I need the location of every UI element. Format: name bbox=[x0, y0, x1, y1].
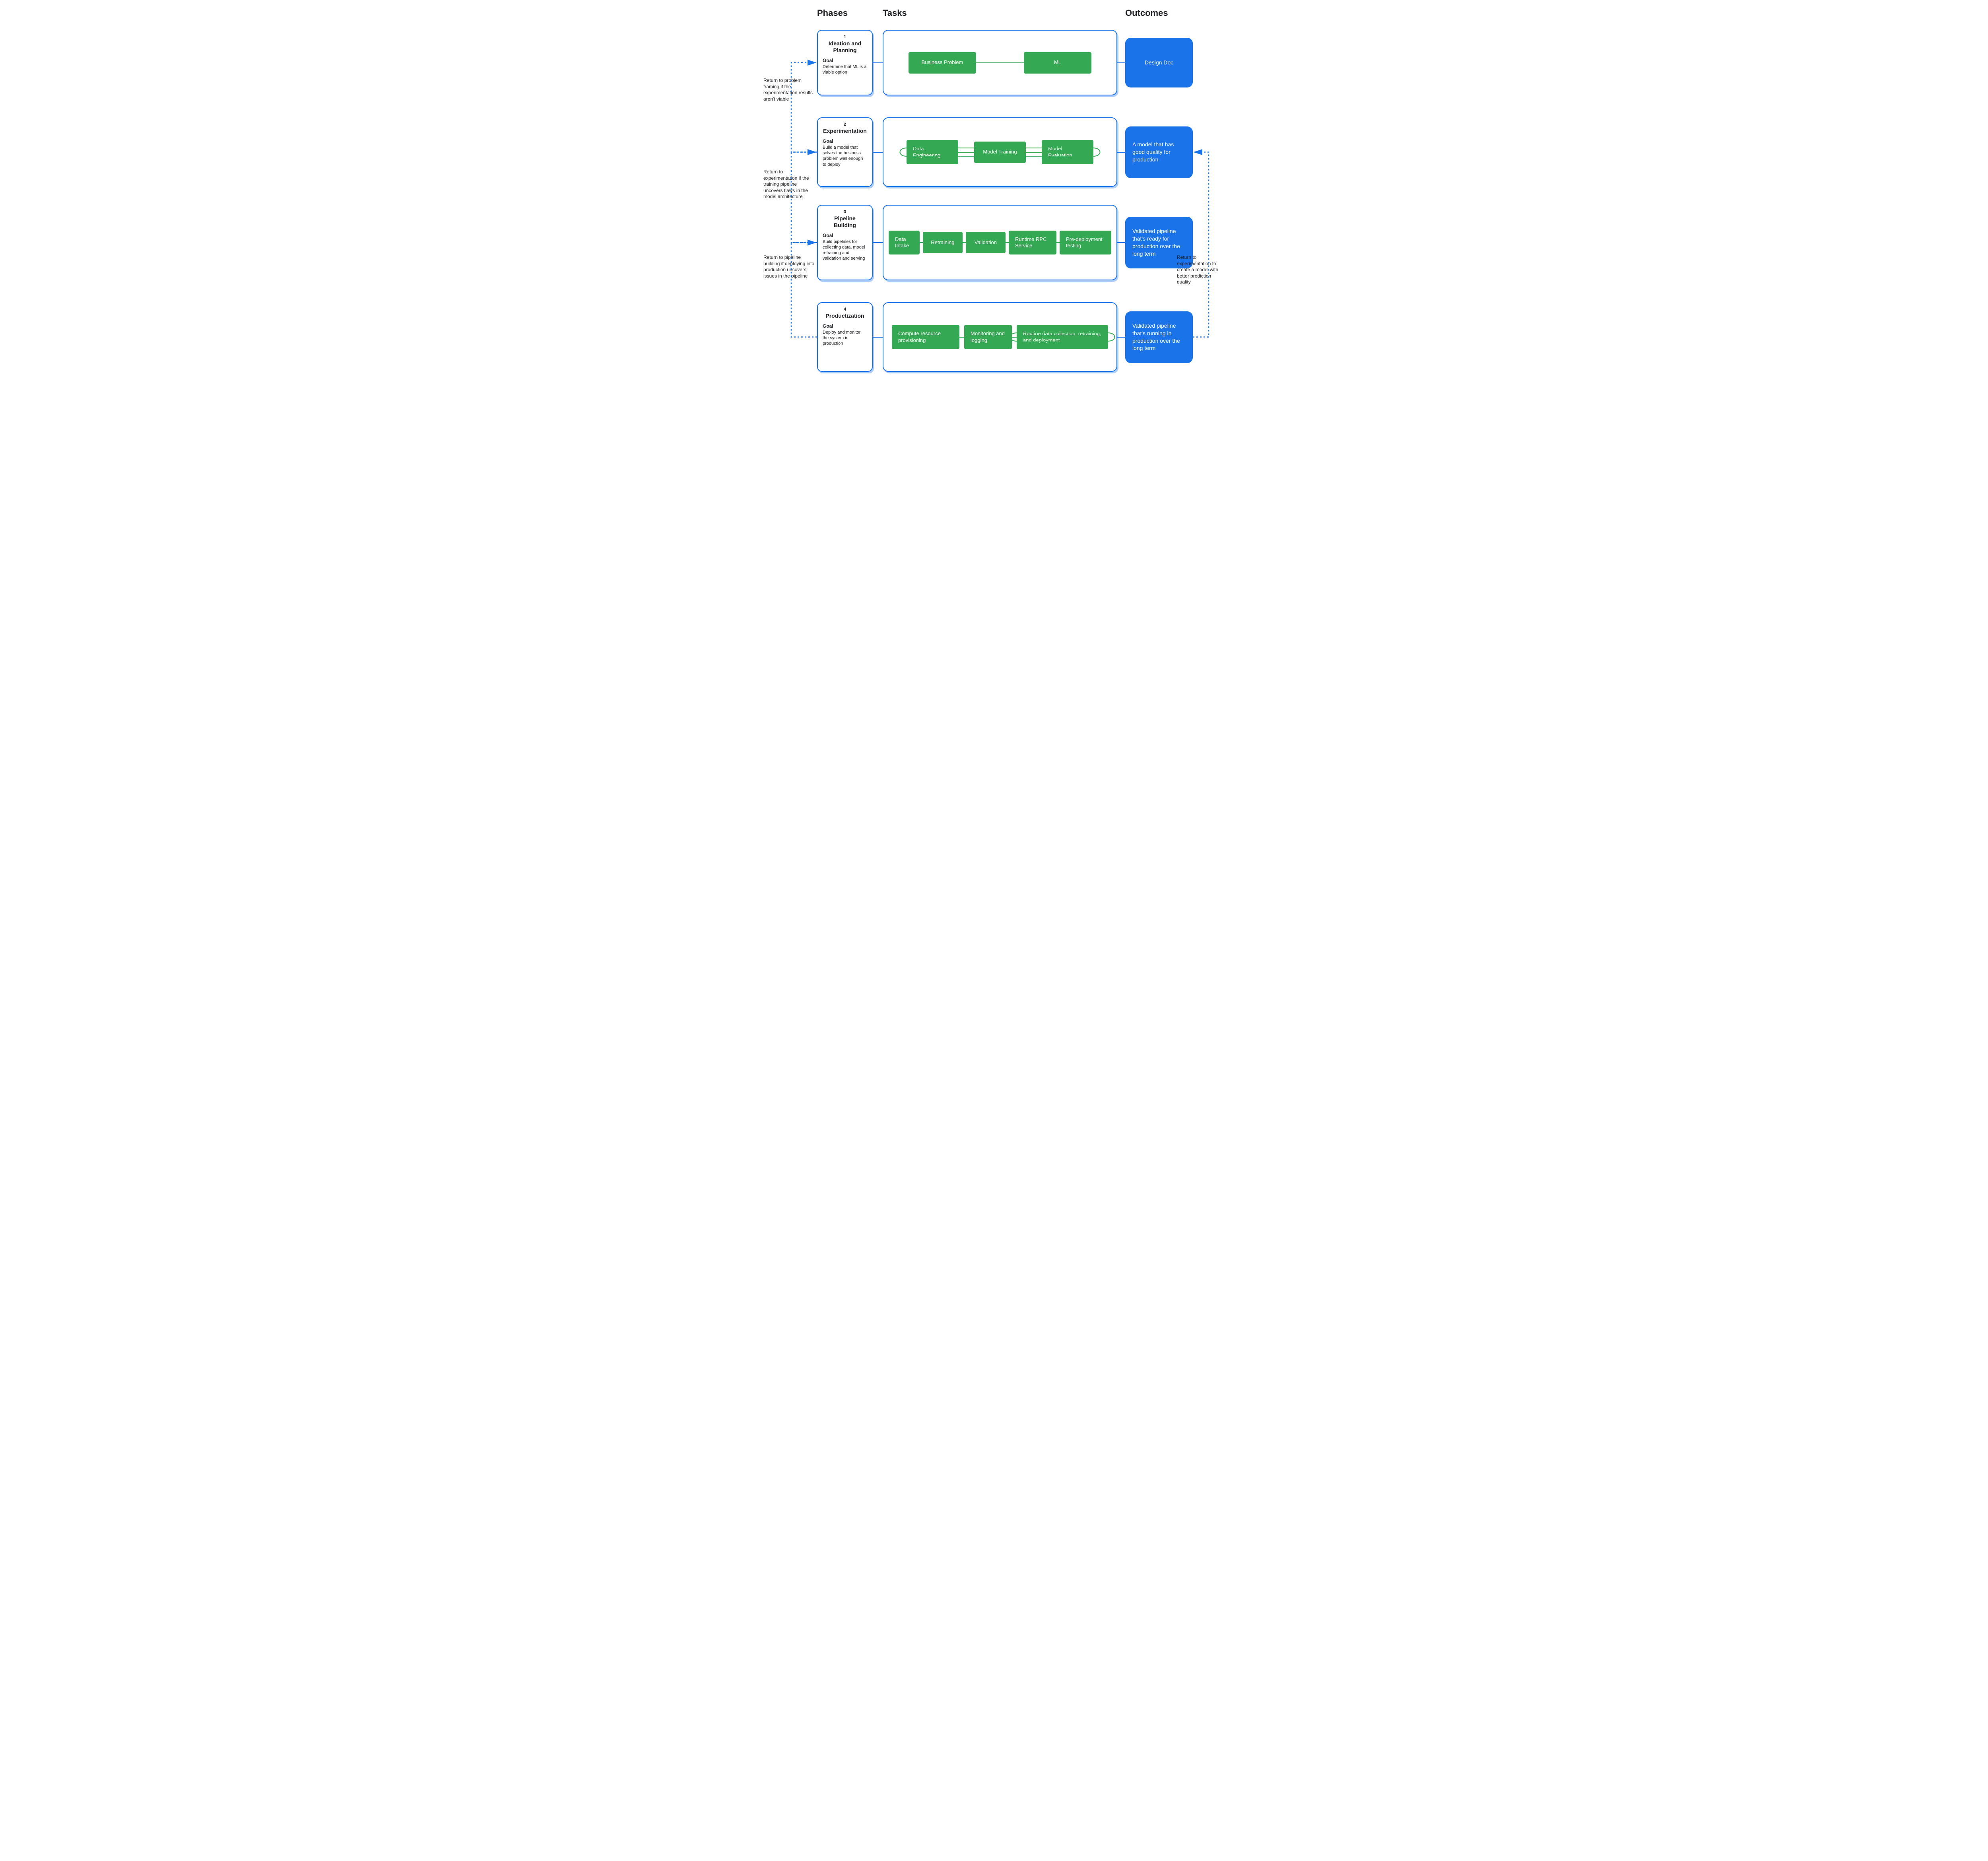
phase-box-4: 4Productization GoalDeploy and monitor th… bbox=[817, 302, 873, 372]
task-chip: Business Problem bbox=[909, 52, 976, 74]
phase-goal: Determine that ML is a viable option bbox=[823, 64, 867, 76]
connector-tasks-outcome bbox=[1117, 242, 1125, 243]
connector-tasks-outcome bbox=[1117, 62, 1125, 63]
ml-lifecycle-diagram: Phases Tasks Outcomes 1Ideation and Plannin… bbox=[763, 8, 1225, 390]
task-connector bbox=[1056, 242, 1060, 243]
header-tasks: Tasks bbox=[883, 8, 907, 18]
task-connector bbox=[976, 62, 1024, 63]
connector-phase-tasks bbox=[873, 242, 883, 243]
connector-phase-tasks bbox=[873, 152, 883, 153]
goal-label: Goal bbox=[823, 138, 867, 144]
phase-goal: Build a model that solves the business p… bbox=[823, 145, 867, 167]
feedback-note-left-3: Return to pipeline building if deploying… bbox=[763, 254, 815, 279]
goal-label: Goal bbox=[823, 58, 867, 63]
task-chip: Validation bbox=[966, 232, 1006, 253]
connector-tasks-outcome bbox=[1117, 337, 1125, 338]
goal-label: Goal bbox=[823, 233, 867, 238]
task-connector bbox=[920, 242, 923, 243]
task-chip: Model Training bbox=[974, 142, 1026, 163]
tasks-box-3: Data IntakeRetrainingValidationRuntime R… bbox=[883, 205, 1117, 280]
outcome-box-1: Design Doc bbox=[1125, 38, 1193, 87]
tasks-box-2: Data Engineering Model Training Model Eval… bbox=[883, 117, 1117, 187]
phase-title: Pipeline Building bbox=[823, 215, 867, 229]
phase-title: Productization bbox=[823, 313, 867, 319]
phase-goal: Build pipelines for collecting data, mod… bbox=[823, 239, 867, 262]
feedback-note-left-2: Return to experimentation if the trainin… bbox=[763, 169, 815, 200]
task-connector bbox=[1012, 337, 1017, 338]
outcome-box-4: Validated pipeline that's running in pro… bbox=[1125, 311, 1193, 363]
feedback-note-left-1: Return to problem framing if the experim… bbox=[763, 78, 815, 102]
connector-tasks-outcome bbox=[1117, 152, 1125, 153]
task-connector bbox=[963, 242, 966, 243]
header-outcomes: Outcomes bbox=[1125, 8, 1168, 18]
task-chip: Routine data collection, retraining, and… bbox=[1017, 325, 1108, 349]
task-chip: Compute resource provisioning bbox=[892, 325, 959, 349]
phase-box-1: 1Ideation and Planning GoalDetermine that… bbox=[817, 30, 873, 95]
task-chip: Model Evaluation bbox=[1042, 140, 1093, 164]
goal-label: Goal bbox=[823, 323, 867, 329]
phase-title: Experimentation bbox=[823, 128, 867, 134]
feedback-note-right: Return to experimentation to create a mo… bbox=[1177, 254, 1225, 286]
phase-box-3: 3Pipeline Building GoalBuild pipelines fo… bbox=[817, 205, 873, 280]
phase-number: 4 bbox=[823, 307, 867, 312]
task-connector bbox=[958, 152, 974, 153]
connector-phase-tasks bbox=[873, 337, 883, 338]
task-chip: Monitoring and logging bbox=[964, 325, 1012, 349]
header-phases: Phases bbox=[817, 8, 848, 18]
phase-goal: Deploy and monitor the system in product… bbox=[823, 330, 867, 347]
phase-title: Ideation and Planning bbox=[823, 40, 867, 54]
task-connector bbox=[1026, 152, 1042, 153]
task-chip: Data Engineering bbox=[907, 140, 958, 164]
phase-box-2: 2Experimentation GoalBuild a model that s… bbox=[817, 117, 873, 187]
tasks-box-1: Business Problem ML bbox=[883, 30, 1117, 95]
phase-number: 1 bbox=[823, 35, 867, 39]
task-chip: Retraining bbox=[923, 232, 963, 253]
outcome-box-2: A model that has good quality for produc… bbox=[1125, 126, 1193, 178]
task-connector bbox=[959, 337, 964, 338]
phase-number: 2 bbox=[823, 122, 867, 127]
task-chip: ML bbox=[1024, 52, 1091, 74]
task-connector bbox=[1006, 242, 1009, 243]
task-chip: Data Intake bbox=[889, 231, 920, 255]
task-chip: Pre-deployment testing bbox=[1060, 231, 1111, 255]
tasks-box-4: Compute resource provisioningMonitoring … bbox=[883, 302, 1117, 372]
connector-phase-tasks bbox=[873, 62, 883, 63]
phase-number: 3 bbox=[823, 210, 867, 214]
task-chip: Runtime RPC Service bbox=[1009, 231, 1056, 255]
